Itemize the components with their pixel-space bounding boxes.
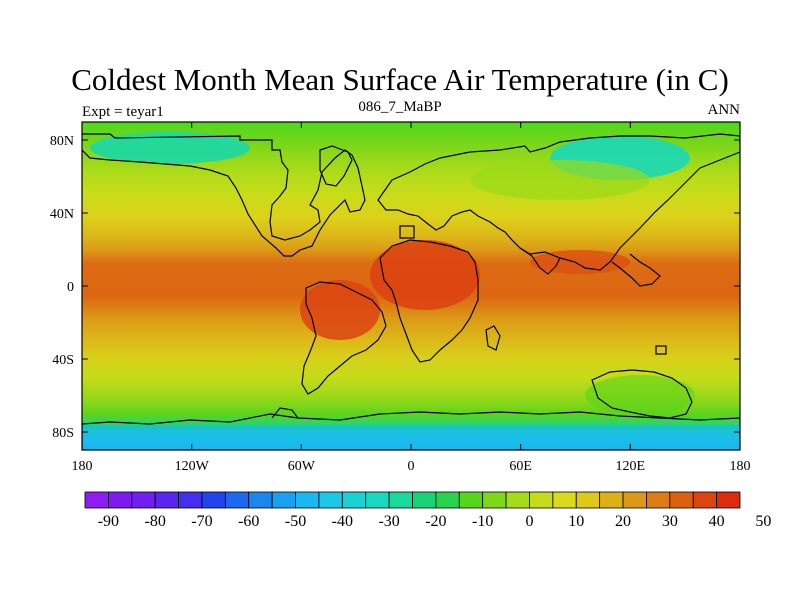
y-tick-label: 80S	[52, 426, 74, 441]
y-tick-label: 80N	[50, 134, 74, 149]
outline-island	[399, 225, 415, 239]
colorbar-swatch	[248, 491, 273, 509]
colorbar-swatch	[154, 491, 179, 509]
outline-africa	[379, 239, 479, 363]
time-label: 086_7_MaBP	[358, 99, 442, 115]
colorbar	[84, 491, 741, 509]
colorbar-swatch	[458, 491, 484, 509]
colorbar-swatch	[505, 491, 530, 509]
x-tick-label: 120E	[616, 459, 646, 474]
colorbar-label: 20	[615, 513, 631, 530]
colorbar-swatch	[529, 491, 554, 509]
colorbar-label: 10	[568, 513, 584, 530]
x-tick-label: 60E	[509, 459, 532, 474]
colorbar-label: -30	[378, 513, 399, 530]
y-tick-label: 0	[67, 280, 74, 295]
colorbar-swatch	[435, 491, 460, 509]
colorbar-label: -10	[472, 513, 493, 530]
colorbar-label: -20	[425, 513, 446, 530]
colorbar-label: 50	[755, 513, 771, 530]
y-tick-label: 40N	[50, 207, 74, 222]
colorbar-swatch	[84, 491, 109, 509]
colorbar-swatch	[201, 491, 226, 509]
colorbar-swatch	[295, 491, 320, 509]
outline-antarctic-peninsula	[271, 407, 299, 419]
x-tick-label: 180	[72, 459, 93, 474]
cool-region-australia	[585, 375, 695, 415]
outline-island	[655, 345, 667, 355]
experiment-label: Expt = teyar1	[82, 104, 164, 120]
outline-india	[519, 247, 561, 275]
colorbar-swatch	[669, 491, 694, 509]
x-tick-label: 0	[408, 459, 415, 474]
x-tick-label: 120W	[175, 459, 210, 474]
outline-southeast-asia	[611, 253, 661, 287]
colorbar-label: -90	[98, 513, 119, 530]
colorbar-label: -80	[145, 513, 166, 530]
outline-australia	[591, 369, 693, 419]
x-tick-label: 60W	[288, 459, 316, 474]
hot-region-south-asia	[530, 250, 630, 274]
colorbar-swatch	[552, 491, 577, 509]
colorbar-swatch	[716, 491, 741, 509]
map-ticks	[82, 122, 740, 450]
colorbar-label: -70	[191, 513, 212, 530]
colorbar-swatch	[622, 491, 647, 509]
outline-south-america	[301, 281, 387, 395]
outline-madagascar	[485, 325, 501, 351]
hot-region-africa	[370, 240, 480, 310]
colorbar-swatch	[107, 491, 133, 509]
colorbar-swatch	[412, 491, 437, 509]
outline-greenland	[319, 145, 353, 187]
colorbar-swatch	[341, 491, 367, 509]
colorbar-swatch	[318, 491, 343, 509]
colorbar-swatch	[271, 491, 296, 509]
outline-eurasia	[377, 133, 740, 271]
colorbar-swatch	[692, 491, 718, 509]
colorbar-swatch	[131, 491, 156, 509]
colorbar-swatch	[646, 491, 671, 509]
season-label: ANN	[707, 102, 741, 118]
y-tick-label: 40S	[52, 353, 74, 368]
colorbar-label: -50	[285, 513, 306, 530]
cool-region-asia	[470, 160, 650, 200]
x-tick-label: 180	[730, 459, 751, 474]
colorbar-swatch	[575, 491, 601, 509]
colorbar-swatch	[599, 491, 624, 509]
hot-region-south-america	[300, 280, 380, 340]
outline-antarctica	[82, 411, 740, 450]
continent-outlines	[82, 133, 740, 450]
colorbar-swatch	[388, 491, 413, 509]
colorbar-label: 0	[525, 513, 533, 530]
colorbar-swatch	[224, 491, 250, 509]
colorbar-label: -40	[332, 513, 353, 530]
colorbar-labels: -90 -80 -70 -60 -50 -40 -30 -20 -10 0 10 20 30 40 50	[98, 513, 772, 530]
colorbar-swatch	[365, 491, 390, 509]
colorbar-label: 40	[709, 513, 725, 530]
colorbar-swatch	[178, 491, 203, 509]
colorbar-label: 30	[662, 513, 678, 530]
colorbar-swatch	[482, 491, 507, 509]
cold-region-north-america	[90, 132, 250, 164]
chart-title: Coldest Month Mean Surface Air Temperatu…	[71, 62, 729, 97]
outline-north-america	[82, 133, 366, 257]
colorbar-label: -60	[238, 513, 259, 530]
